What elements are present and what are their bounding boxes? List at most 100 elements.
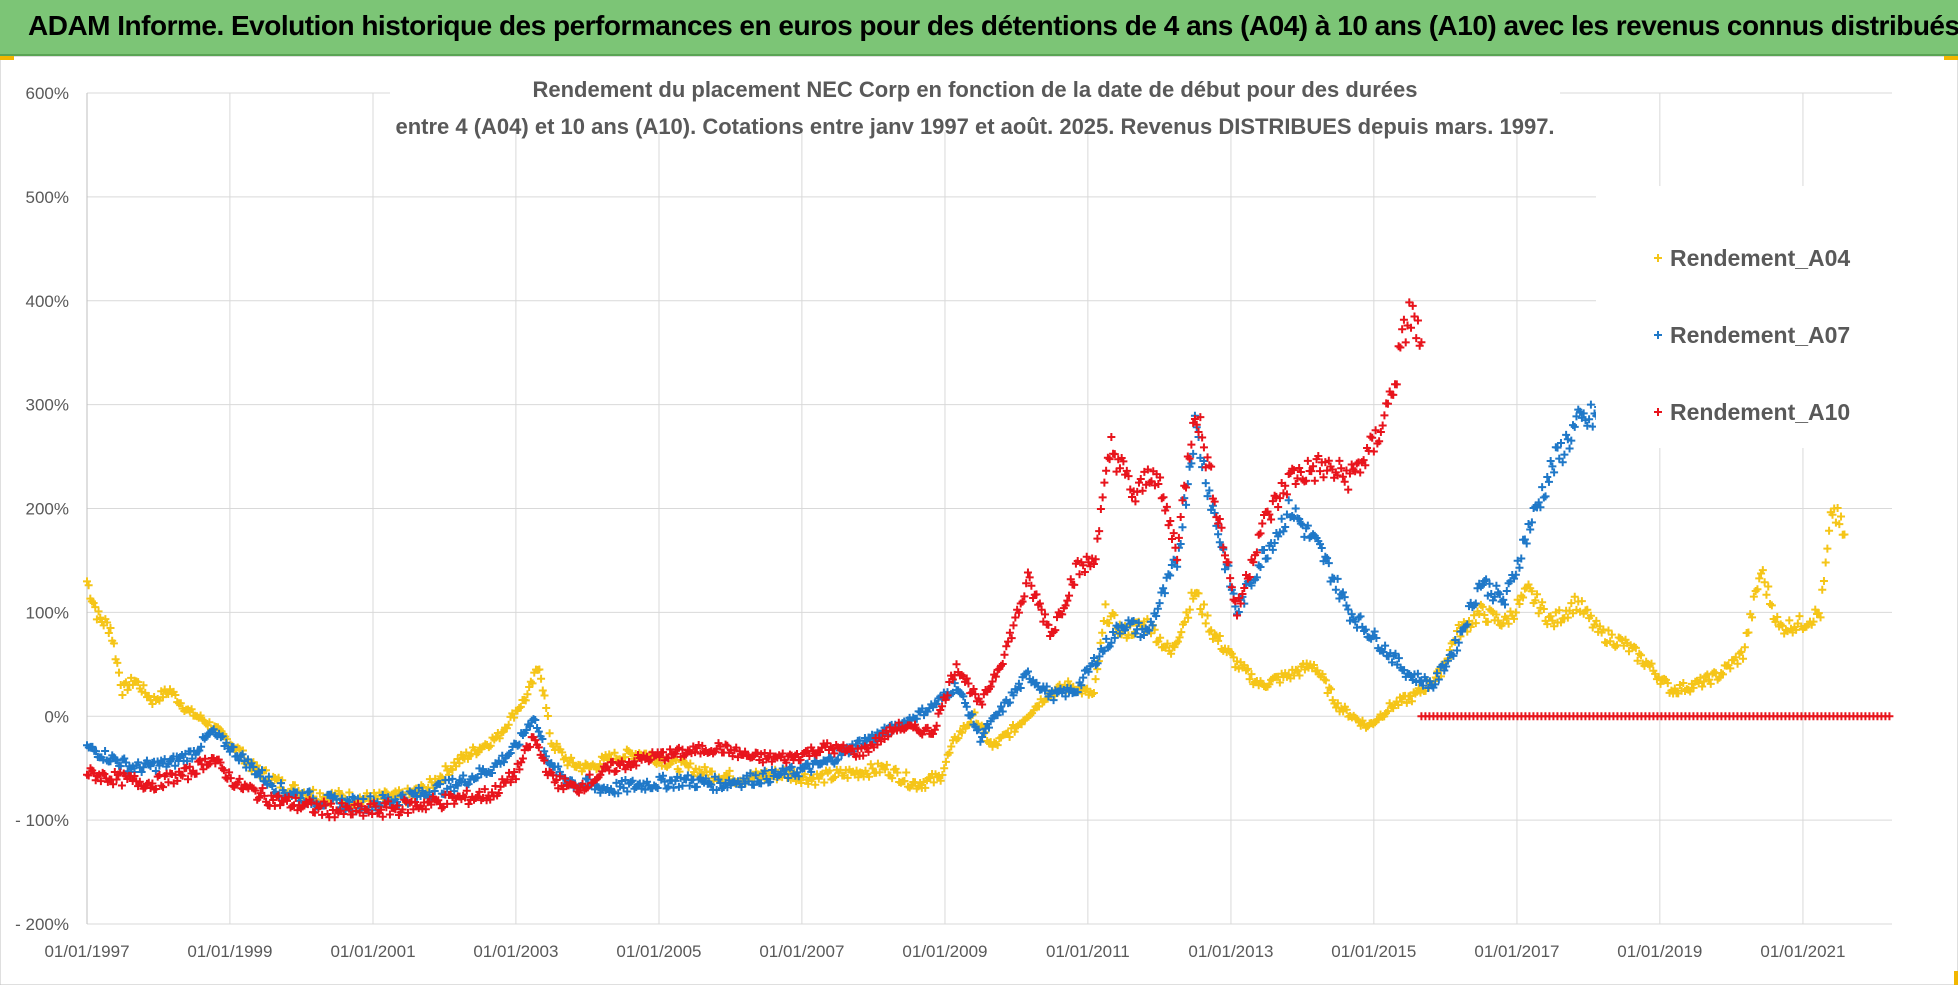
data-point — [1065, 591, 1074, 600]
data-point — [692, 782, 701, 791]
data-point — [1041, 610, 1050, 619]
data-point — [142, 756, 151, 765]
data-point — [940, 764, 949, 773]
data-point — [307, 798, 316, 807]
data-point — [598, 767, 607, 776]
data-point — [209, 725, 218, 734]
data-point — [1604, 626, 1613, 635]
data-point — [1190, 414, 1199, 423]
data-point — [911, 720, 920, 729]
data-point — [475, 787, 484, 796]
data-point — [1214, 519, 1223, 528]
data-point — [782, 758, 791, 767]
data-point — [173, 776, 182, 785]
data-point — [1309, 462, 1318, 471]
data-point — [506, 778, 515, 787]
data-point — [830, 749, 839, 758]
data-point — [1095, 527, 1104, 536]
data-point — [148, 779, 157, 788]
data-point — [1698, 682, 1707, 691]
data-point — [197, 742, 206, 751]
data-point — [1656, 679, 1665, 688]
data-point — [1167, 560, 1176, 569]
data-point — [1718, 670, 1727, 679]
data-point — [1544, 477, 1553, 486]
data-point — [954, 734, 963, 743]
data-point — [1089, 654, 1098, 663]
data-point — [1091, 555, 1100, 564]
corner-mark — [0, 56, 14, 60]
data-point — [1814, 609, 1823, 618]
data-point — [185, 762, 194, 771]
data-point — [151, 766, 160, 775]
data-point — [506, 748, 515, 757]
data-point — [1705, 675, 1714, 684]
data-point — [488, 788, 497, 797]
data-point — [1375, 437, 1384, 446]
data-point — [1210, 509, 1219, 518]
series-rendement_a07 — [83, 394, 1616, 816]
data-point — [1166, 517, 1175, 526]
data-point — [1138, 486, 1147, 495]
data-point — [685, 781, 694, 790]
data-point — [499, 758, 508, 767]
data-point — [1025, 573, 1034, 582]
data-point — [113, 658, 122, 667]
data-point — [1381, 641, 1390, 650]
x-tick-label: 01/01/2009 — [902, 942, 987, 961]
data-point — [1173, 562, 1182, 571]
data-point — [1178, 523, 1187, 532]
data-point — [1828, 510, 1837, 519]
data-point — [345, 788, 354, 797]
x-tick-label: 01/01/2005 — [616, 942, 701, 961]
data-point — [1229, 653, 1238, 662]
data-point — [1192, 420, 1201, 429]
data-point — [1110, 611, 1119, 620]
data-point — [1110, 633, 1119, 642]
data-point — [1324, 559, 1333, 568]
data-point — [1533, 590, 1542, 599]
data-point — [1293, 667, 1302, 676]
data-point — [1198, 433, 1207, 442]
data-point — [1091, 675, 1100, 684]
chart-area: - 200% - 100% 0% 100% 200% 300% 400% 500% 600% 01… — [0, 56, 1958, 985]
data-point — [820, 778, 829, 787]
y-tick-label: 600% — [26, 84, 69, 103]
data-point — [1758, 566, 1767, 575]
corner-mark — [1954, 971, 1958, 985]
data-point — [1340, 593, 1349, 602]
y-tick-label: - 100% — [15, 811, 69, 830]
data-point — [561, 774, 570, 783]
data-point — [92, 747, 101, 756]
data-point — [1338, 472, 1347, 481]
data-point — [538, 735, 547, 744]
data-point — [1274, 503, 1283, 512]
data-point — [986, 682, 995, 691]
data-point — [403, 808, 412, 817]
data-point — [1227, 583, 1236, 592]
data-point — [219, 766, 228, 775]
data-point — [1785, 616, 1794, 625]
data-point — [959, 692, 968, 701]
data-point — [630, 757, 639, 766]
data-point — [1105, 455, 1114, 464]
data-point — [1005, 628, 1014, 637]
data-point — [555, 772, 564, 781]
data-point — [376, 805, 385, 814]
data-point — [707, 767, 716, 776]
data-point — [1453, 646, 1462, 655]
data-point — [113, 756, 122, 765]
data-point — [1159, 493, 1168, 502]
data-point — [515, 740, 524, 749]
data-point — [521, 696, 530, 705]
data-point — [1771, 617, 1780, 626]
data-point — [1119, 457, 1128, 466]
data-point — [1553, 443, 1562, 452]
data-point — [540, 691, 549, 700]
data-point — [991, 672, 1000, 681]
data-point — [1556, 438, 1565, 447]
data-point — [1748, 613, 1757, 622]
data-point — [1214, 636, 1223, 645]
data-point — [1773, 613, 1782, 622]
data-point — [446, 782, 455, 791]
